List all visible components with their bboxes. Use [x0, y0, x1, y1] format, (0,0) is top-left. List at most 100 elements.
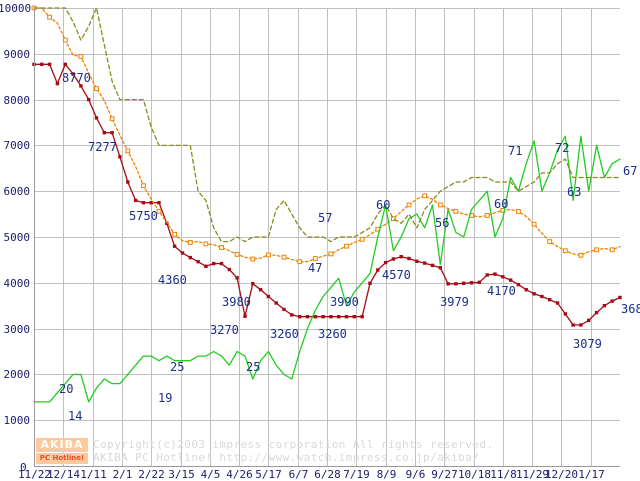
series-marker [71, 72, 75, 76]
series-marker [610, 299, 614, 303]
series-marker [337, 315, 341, 319]
series-marker [78, 54, 84, 59]
series-marker [462, 281, 466, 285]
y-tick-label: 5000 [3, 230, 31, 244]
series-marker [118, 155, 122, 159]
series-marker [508, 278, 513, 282]
series-marker [594, 247, 600, 253]
series-marker [282, 307, 286, 312]
series-marker [406, 202, 412, 208]
y-tick-label: 3000 [3, 322, 31, 336]
series-marker [172, 244, 177, 248]
series-marker [594, 310, 599, 315]
data-label-count-green: 14 [68, 409, 83, 423]
series-marker [204, 264, 208, 268]
data-label-price-red: 5750 [129, 209, 158, 223]
series-marker [172, 231, 177, 237]
data-label-price-red: 3260 [318, 327, 347, 341]
series-marker [415, 259, 419, 263]
series-marker [219, 261, 224, 266]
series-marker [180, 251, 185, 255]
series-marker [516, 282, 521, 287]
series-marker [141, 183, 146, 189]
data-label-price-red: 3980 [222, 295, 251, 309]
y-tick-label: 4000 [3, 276, 31, 290]
data-label-price-red: 3260 [270, 327, 299, 341]
series-marker [438, 266, 442, 270]
x-tick-label: 1/11 [80, 468, 107, 481]
series-marker [274, 301, 278, 305]
series-marker [329, 315, 333, 319]
x-tick-label: 10/18 [457, 468, 492, 481]
series-marker [437, 202, 443, 208]
series-marker [360, 315, 364, 319]
series-marker [94, 116, 99, 120]
series-marker [79, 84, 83, 88]
series-marker [516, 209, 521, 214]
data-label-price-red: 3979 [440, 295, 469, 309]
x-tick-label: 12/20 [544, 468, 579, 481]
x-tick-label: 6/7 [288, 468, 309, 481]
series-marker [87, 97, 91, 102]
series-marker [531, 221, 537, 227]
data-label-count-green: 72 [555, 141, 570, 155]
series-marker [188, 255, 192, 260]
series-marker [562, 248, 568, 254]
data-label-count-green: 56 [435, 216, 450, 230]
series-marker [548, 298, 552, 302]
series-marker [133, 198, 138, 203]
series-marker [344, 315, 349, 319]
series-marker [563, 312, 567, 316]
data-label-price-red: 4570 [382, 268, 411, 282]
series-marker [110, 131, 114, 135]
series-marker [235, 276, 239, 280]
series-marker [407, 256, 411, 261]
series-marker [359, 236, 365, 242]
x-tick-label: 4/5 [200, 468, 221, 481]
series-marker [430, 263, 435, 268]
y-tick-label: 6000 [3, 184, 31, 198]
series-marker [321, 315, 325, 319]
data-label-count-green: 25 [170, 360, 185, 374]
series-marker [227, 267, 231, 272]
series-marker [187, 240, 193, 245]
x-tick-label: 4/26 [226, 468, 253, 481]
series-marker [328, 251, 334, 257]
series-marker [422, 193, 428, 199]
series-marker [618, 295, 622, 300]
data-label-price-red: 3680 [621, 302, 640, 316]
series-marker [313, 315, 317, 319]
x-tick-label: 1/17 [578, 468, 605, 481]
data-label-count-green: 71 [508, 144, 523, 158]
x-tick-label: 3/15 [168, 468, 195, 481]
data-label-count-green: 25 [246, 360, 261, 374]
series-marker [383, 260, 388, 265]
x-tick-label: 11/22 [17, 468, 52, 481]
series-marker [47, 62, 52, 66]
series-marker [609, 247, 615, 253]
series-marker [47, 14, 53, 20]
x-tick-label: 2/1 [112, 468, 133, 481]
series-marker [157, 201, 161, 205]
series-marker [555, 301, 560, 305]
data-label-price-red: 4170 [487, 284, 516, 298]
series-marker [297, 259, 303, 265]
series-marker [547, 239, 553, 244]
data-label-price-red: 3270 [210, 323, 239, 337]
series-marker [305, 315, 310, 319]
series-marker [446, 282, 450, 286]
series-marker [250, 256, 256, 262]
series-marker [571, 323, 575, 327]
series-marker [298, 315, 302, 319]
data-label-price-red: 7277 [88, 140, 117, 154]
series-marker [312, 256, 318, 261]
series-marker [579, 323, 583, 327]
series-marker [578, 252, 584, 258]
series-marker [125, 148, 131, 154]
series-marker [493, 272, 497, 276]
series-line-count-green [33, 135, 621, 403]
y-tick-label: 10000 [0, 1, 32, 15]
series-marker [423, 261, 427, 265]
series-line-price-red [33, 63, 621, 326]
